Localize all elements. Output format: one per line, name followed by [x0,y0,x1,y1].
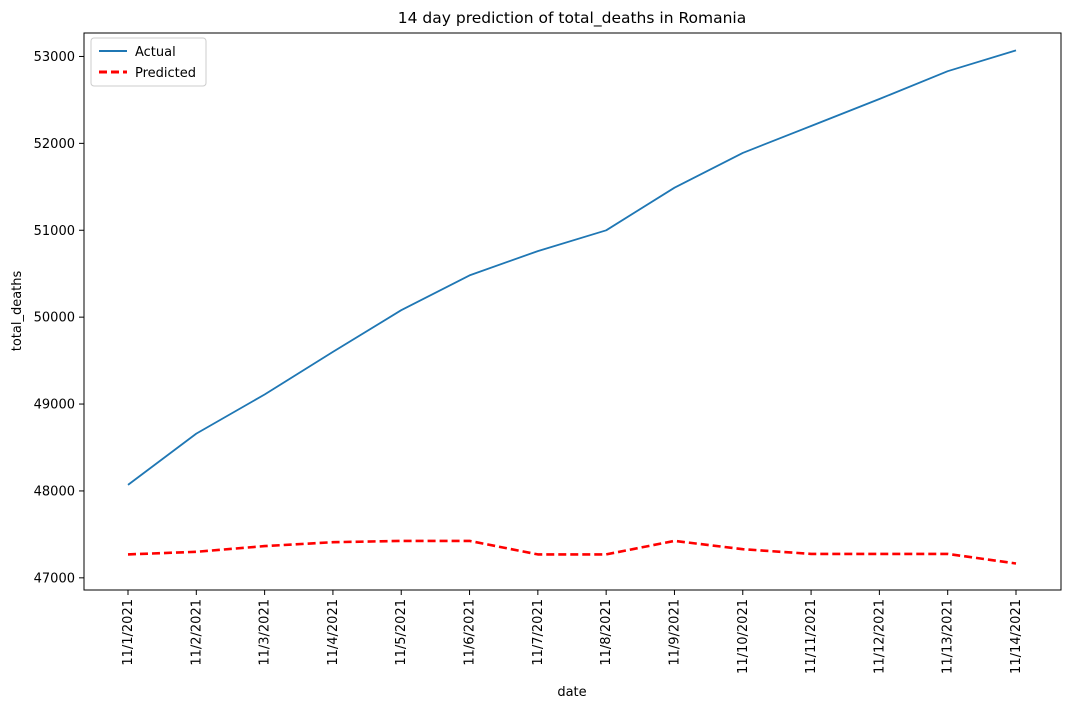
legend-label-predicted: Predicted [135,66,196,81]
y-tick-label: 51000 [34,224,75,239]
y-tick-label: 53000 [34,50,75,65]
y-axis: 47000 48000 49000 50000 51000 52000 53000 [34,50,84,586]
series-line-predicted [127,539,1017,565]
x-tick-label: 11/4/2021 [326,599,341,666]
x-tick-label: 11/11/2021 [804,599,819,674]
x-tick-label: 11/7/2021 [531,599,546,666]
x-tick-label: 11/12/2021 [872,599,887,674]
y-tick-label: 50000 [34,311,75,326]
x-axis: 11/1/2021 11/2/2021 11/3/2021 11/4/2021 11/5… [121,590,1024,674]
x-tick-label: 11/1/2021 [121,599,136,666]
x-tick-label: 11/3/2021 [258,599,273,666]
legend-label-actual: Actual [135,45,176,60]
y-tick-label: 47000 [34,571,75,586]
x-tick-label: 11/13/2021 [941,599,956,674]
series-line-actual [127,49,1017,486]
x-tick-label: 11/2/2021 [189,599,204,666]
x-tick-label: 11/14/2021 [1009,599,1024,674]
x-tick-label: 11/10/2021 [736,599,751,674]
x-tick-label: 11/6/2021 [463,599,478,666]
x-tick-label: 11/5/2021 [394,599,409,666]
plot-frame [83,32,1062,591]
x-axis-label: date [557,685,586,700]
x-tick-label: 11/8/2021 [599,599,614,666]
y-tick-label: 48000 [34,484,75,499]
y-tick-label: 49000 [34,398,75,413]
y-axis-label: total_deaths [10,271,25,352]
plot-area [83,32,1062,591]
y-tick-label: 52000 [34,137,75,152]
legend: Actual Predicted [90,37,207,87]
series-layer [127,49,1017,565]
chart-title: 14 day prediction of total_deaths in Rom… [398,9,746,28]
x-tick-label: 11/9/2021 [667,599,682,666]
